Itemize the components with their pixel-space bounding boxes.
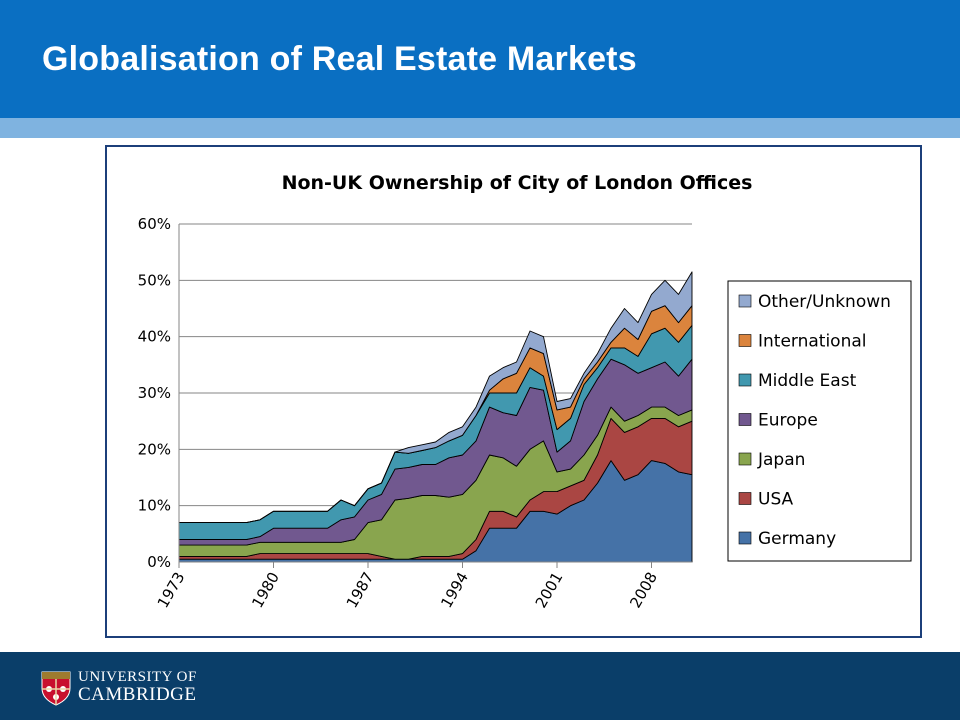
legend-label: Japan <box>757 450 805 470</box>
y-tick-label: 0% <box>147 553 171 571</box>
y-tick-label: 10% <box>138 497 171 515</box>
x-tick-label: 1987 <box>343 569 378 611</box>
x-tick-label: 2001 <box>532 569 567 611</box>
header-bar <box>0 0 960 118</box>
slide-title: Globalisation of Real Estate Markets <box>42 40 637 78</box>
university-crest-icon <box>41 671 71 706</box>
accent-stripe <box>0 118 960 138</box>
legend-label: USA <box>758 490 794 510</box>
legend-swatch <box>738 531 752 545</box>
legend-swatch <box>738 492 752 505</box>
university-name-line1: UNIVERSITY OF <box>78 669 197 685</box>
chart-frame: 0% 10% 20% 30% 40% 50% 60% 1973 1980 1987 1994 2001… <box>105 145 922 638</box>
footer-bar <box>0 652 960 720</box>
legend-label: Other/Unknown <box>758 292 891 312</box>
y-tick-label: 60% <box>138 215 171 233</box>
legend-label: Germany <box>758 529 836 549</box>
x-tick-label: 1973 <box>154 569 189 611</box>
legend-swatch <box>738 373 752 387</box>
y-tick-label: 50% <box>138 271 171 289</box>
x-tick-label: 1980 <box>248 569 283 611</box>
legend-swatch <box>738 452 752 466</box>
legend-swatch <box>738 413 752 426</box>
legend-swatch <box>738 294 752 308</box>
y-tick-label: 20% <box>138 440 171 458</box>
university-name-line2: CAMBRIDGE <box>78 684 197 705</box>
legend: Other/Unknown International Middle East Eur… <box>727 280 912 562</box>
stacked-area-chart: 0% 10% 20% 30% 40% 50% 60% 1973 1980 1987 1994 2001… <box>138 172 912 611</box>
legend-swatch <box>738 334 752 347</box>
legend-label: International <box>758 332 867 352</box>
x-tick-label: 2008 <box>626 569 661 611</box>
legend-label: Europe <box>758 411 818 431</box>
x-tick-label: 1994 <box>437 569 472 611</box>
legend-label: Middle East <box>758 371 857 391</box>
area-other-unknown <box>178 271 693 524</box>
area-series <box>178 271 693 563</box>
y-tick-label: 30% <box>138 384 171 402</box>
y-tick-label: 40% <box>138 328 171 346</box>
legend-box <box>727 280 912 562</box>
chart-title: Non-UK Ownership of City of London Offic… <box>282 172 753 194</box>
